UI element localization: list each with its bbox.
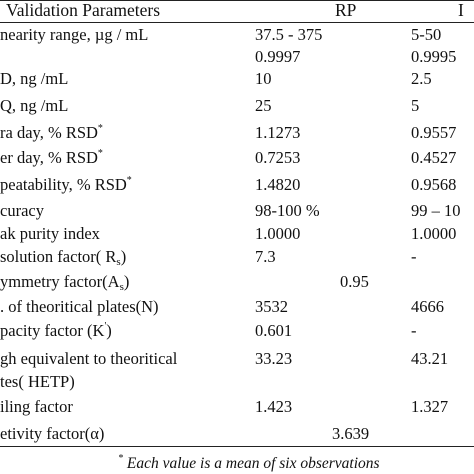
row-other-value: 0.9568 — [411, 175, 457, 194]
row-other-value: - — [411, 321, 417, 340]
row-merged-value: 3.639 — [332, 424, 370, 443]
row-rp-value: 3532 — [255, 297, 288, 316]
header-rule — [0, 22, 474, 23]
row-other-value: 4666 — [411, 297, 444, 316]
row-other-value: 0.9995 — [411, 47, 457, 66]
row-other-value: 99 – 10 — [411, 201, 461, 220]
row-rp-value: 25 — [255, 96, 272, 115]
row-param-continued: tes( HETP) — [0, 372, 75, 391]
row-rp-value: 7.3 — [255, 247, 276, 266]
row-rp-value: 1.4820 — [255, 175, 301, 194]
row-other-value: 43.21 — [411, 349, 449, 368]
row-rp-value: 10 — [255, 69, 272, 88]
row-other-value: 0.4527 — [411, 148, 457, 167]
row-rp-value: 0.601 — [255, 321, 293, 340]
row-other-value: 5 — [411, 96, 420, 115]
row-param: peatability, % RSD* — [0, 175, 132, 194]
row-other-value: 1.327 — [411, 397, 449, 416]
row-param: iling factor — [0, 397, 73, 416]
row-other-value: 0.9557 — [411, 123, 457, 142]
row-rp-value: 33.23 — [255, 349, 293, 368]
row-param: pacity factor (K') — [0, 321, 112, 340]
row-param: Q, ng /mL — [0, 96, 69, 115]
header-parameters: Validation Parameters — [6, 0, 161, 20]
row-param: gh equivalent to theoritical — [0, 349, 178, 368]
footnote: * Each value is a mean of six observatio… — [118, 453, 380, 473]
row-param: nearity range, µg / mL — [0, 25, 149, 44]
table-bottom-rule — [0, 446, 474, 447]
row-rp-value: 37.5 - 375 — [255, 25, 323, 44]
row-param: etivity factor(α) — [0, 424, 105, 443]
row-param: ymmetry factor(As) — [0, 272, 130, 293]
row-param: er day, % RSD* — [0, 148, 103, 167]
header-other: I — [458, 0, 464, 20]
row-param: ra day, % RSD* — [0, 123, 103, 142]
row-param: curacy — [0, 201, 44, 220]
row-other-value: - — [411, 247, 417, 266]
row-rp-value: 98-100 % — [255, 201, 320, 220]
row-param: ak purity index — [0, 224, 100, 243]
header-rp: RP — [335, 0, 357, 20]
row-merged-value: 0.95 — [340, 272, 369, 291]
row-param: solution factor( Rs) — [0, 247, 127, 268]
row-param: . of theoritical plates(N) — [0, 297, 159, 316]
row-other-value: 2.5 — [411, 69, 432, 88]
footnote-text: Each value is a mean of six observations — [123, 455, 380, 472]
row-param: D, ng /mL — [0, 69, 69, 88]
row-other-value: 5-50 — [411, 25, 442, 44]
row-rp-value: 0.7253 — [255, 148, 301, 167]
row-rp-value: 1.0000 — [255, 224, 301, 243]
row-rp-value: 1.1273 — [255, 123, 301, 142]
row-rp-value: 1.423 — [255, 397, 293, 416]
row-other-value: 1.0000 — [411, 224, 457, 243]
footnote-mark: * — [118, 453, 123, 464]
row-rp-value: 0.9997 — [255, 47, 301, 66]
table-top-rule — [0, 0, 474, 1]
